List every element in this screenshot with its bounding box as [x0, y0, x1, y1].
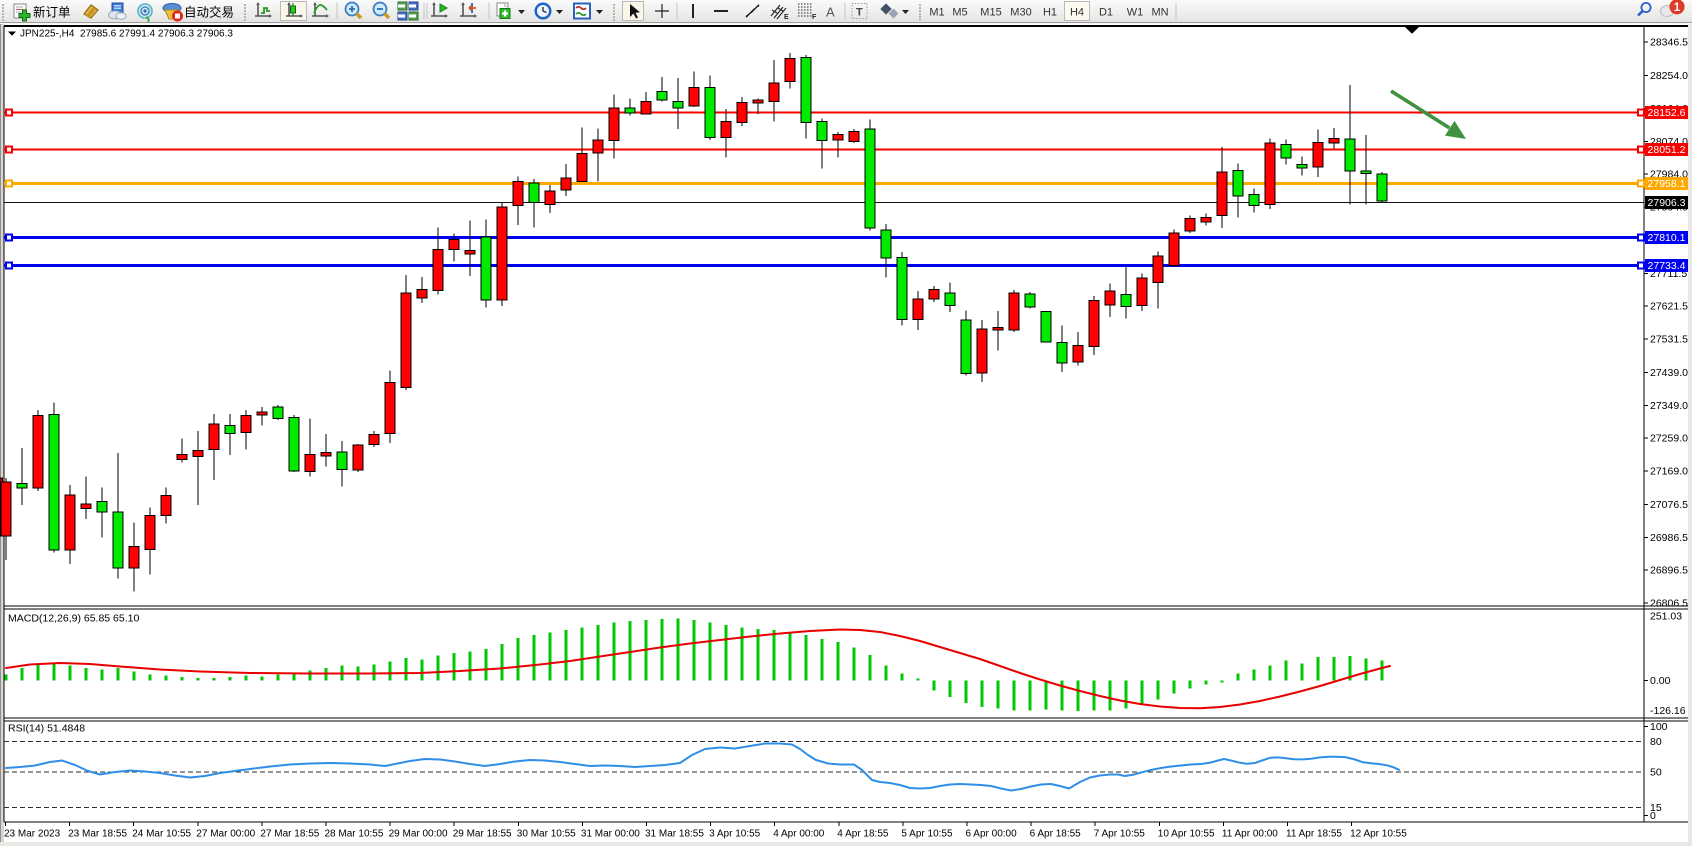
svg-text:11 Apr 00:00: 11 Apr 00:00 — [1222, 829, 1278, 840]
svg-text:6 Apr 00:00: 6 Apr 00:00 — [966, 829, 1018, 840]
svg-text:27169.0: 27169.0 — [1650, 465, 1688, 477]
svg-text:27 Mar 00:00: 27 Mar 00:00 — [196, 829, 255, 840]
svg-text:自动交易: 自动交易 — [184, 5, 234, 20]
svg-text:27349.0: 27349.0 — [1650, 400, 1688, 412]
svg-text:29 Mar 00:00: 29 Mar 00:00 — [389, 829, 448, 840]
svg-text:JPN225-,H4 27985.6 27991.4 27: JPN225-,H4 27985.6 27991.4 27906.3 27906… — [20, 29, 233, 40]
svg-text:11 Apr 18:55: 11 Apr 18:55 — [1286, 829, 1342, 840]
svg-text:M1: M1 — [929, 7, 944, 19]
svg-text:50: 50 — [1650, 766, 1662, 778]
svg-text:6 Apr 18:55: 6 Apr 18:55 — [1030, 829, 1082, 840]
svg-text:T: T — [856, 7, 863, 19]
svg-text:23 Mar 18:55: 23 Mar 18:55 — [68, 829, 127, 840]
svg-text:26806.5: 26806.5 — [1650, 598, 1688, 610]
svg-text:100: 100 — [1650, 721, 1668, 733]
svg-text:26896.5: 26896.5 — [1650, 565, 1688, 577]
svg-text:27733.4: 27733.4 — [1648, 260, 1686, 272]
svg-text:MACD(12,26,9) 65.85 65.10: MACD(12,26,9) 65.85 65.10 — [8, 613, 139, 625]
svg-text:31 Mar 18:55: 31 Mar 18:55 — [645, 829, 704, 840]
svg-text:27906.3: 27906.3 — [1648, 197, 1686, 209]
svg-text:28152.6: 28152.6 — [1648, 107, 1686, 119]
svg-text:4 Apr 00:00: 4 Apr 00:00 — [773, 829, 825, 840]
svg-text:29 Mar 18:55: 29 Mar 18:55 — [453, 829, 512, 840]
svg-text:10 Apr 10:55: 10 Apr 10:55 — [1158, 829, 1215, 840]
svg-text:27439.0: 27439.0 — [1650, 367, 1688, 379]
svg-text:E: E — [784, 14, 789, 21]
svg-text:M30: M30 — [1010, 7, 1031, 19]
svg-text:24 Mar 10:55: 24 Mar 10:55 — [132, 829, 191, 840]
svg-text:28346.5: 28346.5 — [1650, 37, 1688, 49]
svg-text:12 Apr 10:55: 12 Apr 10:55 — [1350, 829, 1407, 840]
svg-text:23 Mar 2023: 23 Mar 2023 — [4, 829, 61, 840]
svg-text:0: 0 — [1650, 810, 1656, 822]
svg-text:15: 15 — [1650, 802, 1662, 814]
svg-text:27531.5: 27531.5 — [1650, 333, 1688, 345]
svg-text:0.00: 0.00 — [1650, 675, 1671, 687]
svg-text:-126.16: -126.16 — [1650, 705, 1686, 717]
svg-text:4 Apr 18:55: 4 Apr 18:55 — [837, 829, 889, 840]
svg-text:H1: H1 — [1043, 7, 1057, 19]
svg-text:251.03: 251.03 — [1650, 611, 1682, 623]
svg-text:W1: W1 — [1127, 7, 1144, 19]
svg-text:27810.1: 27810.1 — [1648, 232, 1686, 244]
svg-text:M15: M15 — [980, 7, 1001, 19]
svg-text:RSI(14) 51.4848: RSI(14) 51.4848 — [8, 723, 85, 735]
svg-text:新订单: 新订单 — [33, 5, 71, 20]
svg-text:28254.0: 28254.0 — [1650, 70, 1688, 82]
svg-text:F: F — [812, 14, 817, 21]
svg-text:27076.5: 27076.5 — [1650, 499, 1688, 511]
svg-text:H4: H4 — [1070, 7, 1084, 19]
svg-text:80: 80 — [1650, 736, 1662, 748]
svg-text:D1: D1 — [1099, 7, 1113, 19]
svg-text:7 Apr 10:55: 7 Apr 10:55 — [1094, 829, 1146, 840]
svg-text:26986.5: 26986.5 — [1650, 532, 1688, 544]
svg-text:27259.0: 27259.0 — [1650, 433, 1688, 445]
svg-text:27958.1: 27958.1 — [1648, 178, 1686, 190]
svg-text:1: 1 — [1674, 2, 1681, 14]
svg-text:28 Mar 10:55: 28 Mar 10:55 — [325, 829, 384, 840]
svg-text:5 Apr 10:55: 5 Apr 10:55 — [901, 829, 953, 840]
svg-text:3 Apr 10:55: 3 Apr 10:55 — [709, 829, 761, 840]
svg-text:31 Mar 00:00: 31 Mar 00:00 — [581, 829, 640, 840]
svg-text:M5: M5 — [952, 7, 967, 19]
svg-text:28051.2: 28051.2 — [1648, 144, 1686, 156]
svg-text:30 Mar 10:55: 30 Mar 10:55 — [517, 829, 576, 840]
svg-text:27621.5: 27621.5 — [1650, 301, 1688, 313]
svg-text:MN: MN — [1151, 7, 1168, 19]
svg-text:A: A — [826, 5, 835, 20]
svg-text:27 Mar 18:55: 27 Mar 18:55 — [260, 829, 319, 840]
